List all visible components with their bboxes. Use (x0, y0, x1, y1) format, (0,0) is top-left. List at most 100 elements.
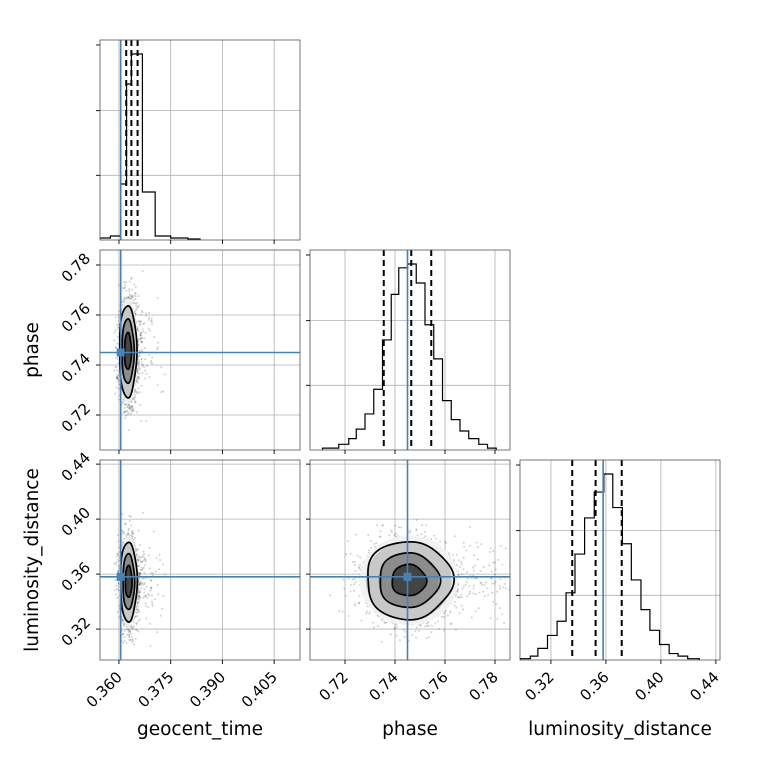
sample-point (151, 362, 154, 365)
sample-point (138, 544, 141, 547)
sample-point (115, 366, 118, 369)
sample-point (144, 594, 147, 597)
truth-marker (116, 348, 125, 357)
sample-point (144, 595, 147, 598)
sample-point (140, 337, 143, 340)
sample-point (122, 411, 125, 414)
panel-content (100, 460, 300, 660)
sample-point (123, 636, 126, 639)
sample-point (139, 332, 142, 335)
sample-point (137, 319, 140, 322)
sample-point (139, 332, 142, 335)
sample-point (140, 320, 143, 323)
sample-point (140, 569, 143, 572)
sample-point (135, 553, 138, 556)
sample-point (152, 530, 155, 533)
sample-point (134, 310, 137, 313)
sample-point (141, 577, 144, 580)
sample-point (150, 317, 153, 320)
sample-point (135, 411, 138, 414)
sample-point (144, 369, 147, 372)
sample-point (154, 570, 157, 573)
sample-point (115, 386, 118, 389)
sample-point (123, 403, 126, 406)
sample-point (117, 570, 120, 573)
sample-point (157, 593, 160, 596)
sample-point (116, 326, 119, 329)
sample-point (142, 596, 145, 599)
sample-point (116, 588, 119, 591)
sample-point (137, 365, 140, 368)
sample-point (133, 396, 136, 399)
sample-point (131, 295, 134, 298)
sample-point (134, 628, 137, 631)
sample-point (141, 336, 144, 339)
sample-point (140, 331, 143, 334)
sample-point (132, 409, 135, 412)
sample-point (125, 534, 128, 537)
sample-point (144, 560, 147, 563)
sample-point (136, 380, 139, 383)
sample-point (143, 322, 146, 325)
sample-point (134, 388, 137, 391)
sample-point (125, 403, 128, 406)
sample-point (126, 405, 129, 408)
sample-point (156, 583, 159, 586)
sample-point (137, 329, 140, 332)
sample-point (128, 407, 131, 410)
sample-point (137, 529, 140, 532)
sample-point (151, 356, 154, 359)
sample-point (160, 391, 163, 394)
panel-phase-vs-geocent_time: 0.720.740.760.78 (58, 249, 301, 454)
sample-point (118, 546, 121, 549)
sample-point (124, 522, 127, 525)
sample-point (147, 606, 150, 609)
sample-point (137, 620, 140, 623)
sample-point (114, 346, 117, 349)
sample-point (134, 292, 137, 295)
sample-point (139, 596, 142, 599)
panel-frame (99, 39, 301, 241)
sample-point (115, 376, 118, 379)
sample-point (117, 319, 120, 322)
sample-point (162, 594, 165, 597)
sample-point (130, 277, 133, 280)
sample-point (123, 624, 126, 627)
sample-point (137, 338, 140, 341)
sample-point (150, 320, 153, 323)
sample-point (138, 597, 141, 600)
sample-point (149, 586, 152, 589)
y-tick-label: 0.72 (58, 399, 94, 435)
sample-point (113, 339, 116, 342)
sample-point (128, 638, 131, 641)
sample-point (144, 604, 147, 607)
sample-point (138, 610, 141, 613)
sample-point (152, 572, 155, 575)
sample-point (117, 559, 120, 562)
sample-point (116, 552, 119, 555)
sample-point (148, 594, 151, 597)
sample-point (117, 540, 120, 543)
sample-point (117, 316, 120, 319)
sample-point (113, 331, 116, 334)
sample-point (138, 596, 141, 599)
sample-point (156, 346, 159, 349)
sample-point (133, 541, 136, 544)
sample-point (129, 406, 132, 409)
sample-point (140, 560, 143, 563)
sample-point (143, 366, 146, 369)
sample-point (121, 543, 124, 546)
sample-point (133, 398, 136, 401)
sample-point (123, 407, 126, 410)
sample-point (142, 559, 145, 562)
sample-point (156, 296, 159, 299)
sample-point (162, 390, 165, 393)
sample-point (128, 288, 131, 291)
sample-point (138, 572, 141, 575)
sample-point (139, 582, 142, 585)
sample-point (114, 392, 117, 395)
sample-point (136, 608, 139, 611)
sample-point (136, 328, 139, 331)
sample-point (146, 596, 149, 599)
